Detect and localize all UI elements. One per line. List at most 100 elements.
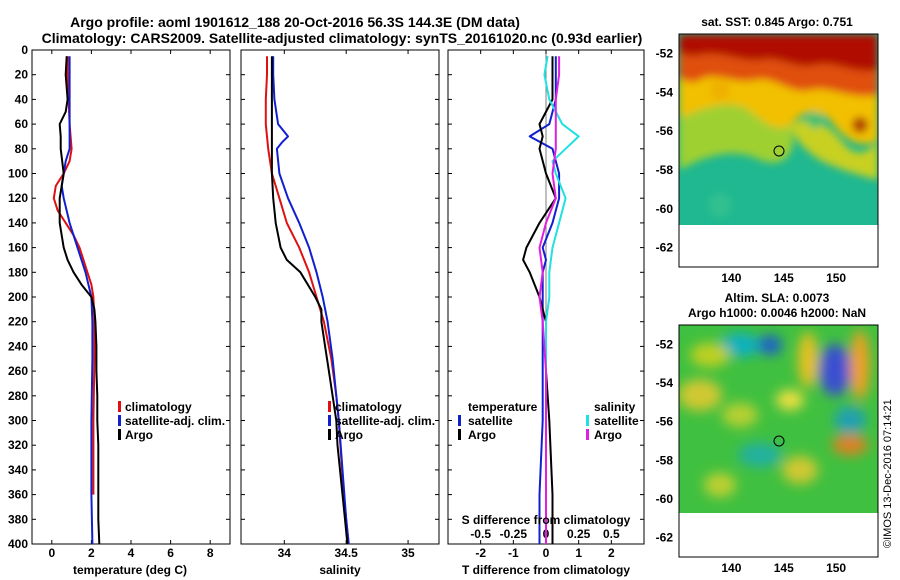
- map-y-tick-label: -62: [656, 241, 674, 255]
- map-y-tick-label: -54: [656, 85, 674, 99]
- map-x-tick-label: 150: [826, 271, 846, 285]
- x-tick-label: -2: [475, 546, 486, 560]
- y-tick-label: 100: [8, 167, 28, 181]
- legend-s-argo-swatch: [586, 429, 589, 440]
- x-tick-label: 8: [207, 546, 214, 560]
- series-line-argo: [58, 56, 101, 545]
- legend-satellite-label: satellite-adj. clim.: [335, 414, 435, 428]
- salinity-axis-label: salinity: [319, 563, 361, 577]
- map-y-tick-label: -62: [656, 531, 674, 545]
- legend-argo-label: Argo: [125, 428, 153, 442]
- y-tick-label: 260: [8, 364, 28, 378]
- series-line-argo: [270, 56, 349, 545]
- legend-salinity-title: salinity: [594, 400, 636, 414]
- title-line-1: Argo profile: aoml 1901612_188 20-Oct-20…: [70, 14, 520, 30]
- map-x-tick-label: 145: [774, 561, 794, 575]
- series-line-satellite-adj-clim-: [272, 56, 350, 545]
- series-line-salinity-argo: [538, 56, 561, 544]
- y-tick-label: 160: [8, 241, 28, 255]
- x-top-tick-label: -0.25: [500, 527, 528, 541]
- y-tick-label: 220: [8, 315, 28, 329]
- map-x-tick-label: 140: [721, 561, 741, 575]
- y-tick-label: 200: [8, 290, 28, 304]
- x-tick-label: 34.5: [335, 546, 359, 560]
- x-tick-label: 2: [608, 546, 615, 560]
- x-tick-label: 35: [401, 546, 415, 560]
- map-y-tick-label: -60: [656, 202, 674, 216]
- legend-argo-label: Argo: [335, 428, 363, 442]
- series-line-temperature-satellite: [528, 56, 561, 544]
- x-tick-label: 0: [48, 546, 55, 560]
- x-tick-label: 4: [128, 546, 135, 560]
- legend-s-satellite-label: satellite: [594, 414, 639, 428]
- sst-map-title: sat. SST: 0.845 Argo: 0.751: [701, 15, 853, 29]
- series-line-satellite-adj-clim-: [60, 56, 94, 545]
- legend-climatology-label: climatology: [335, 400, 402, 414]
- y-tick-label: 80: [15, 142, 29, 156]
- map-x-tick-label: 150: [826, 561, 846, 575]
- legend-satellite-label: satellite-adj. clim.: [125, 414, 225, 428]
- map-y-tick-label: -58: [656, 163, 674, 177]
- title-line-2: Climatology: CARS2009. Satellite-adjuste…: [42, 30, 643, 46]
- s-difference-axis-label: S difference from climatology: [462, 513, 631, 527]
- y-tick-label: 360: [8, 488, 28, 502]
- sst-map-frame: [678, 33, 879, 268]
- legend-t-satellite-swatch: [458, 415, 461, 426]
- x-tick-label: 34: [278, 546, 292, 560]
- x-tick-label: 0: [543, 546, 550, 560]
- x-tick-label: -1: [508, 546, 519, 560]
- map-y-tick-label: -58: [656, 453, 674, 467]
- y-tick-label: 140: [8, 216, 28, 230]
- legend-climatology-label: climatology: [125, 400, 192, 414]
- argo-location-marker: [773, 435, 785, 447]
- y-tick-label: 280: [8, 389, 28, 403]
- legend-s-argo-label: Argo: [594, 428, 622, 442]
- y-tick-label: 380: [8, 512, 28, 526]
- legend-argo-swatch: [118, 429, 121, 440]
- y-tick-label: 120: [8, 191, 28, 205]
- map-x-tick-label: 140: [721, 271, 741, 285]
- y-tick-label: 180: [8, 265, 28, 279]
- y-tick-label: 20: [15, 68, 29, 82]
- legend-satellite-swatch: [118, 415, 121, 426]
- y-tick-label: 300: [8, 414, 28, 428]
- series-line-temperature-argo: [522, 56, 557, 544]
- y-tick-label: 0: [21, 43, 28, 57]
- temperature-plot-frame: [31, 49, 231, 545]
- x-top-tick-label: -0.5: [470, 527, 491, 541]
- temperature-legend: climatology satellite-adj. clim. Argo: [118, 400, 225, 442]
- y-tick-label: 40: [15, 92, 29, 106]
- series-line-salinity-satellite: [543, 56, 580, 544]
- imos-timestamp: ©IMOS 13-Dec-2016 07:14:21: [882, 399, 894, 548]
- t-difference-axis-label: T difference from climatology: [462, 563, 630, 577]
- map-y-tick-label: -56: [656, 415, 674, 429]
- sla-map-frame: [678, 324, 879, 558]
- map-y-tick-label: -60: [656, 492, 674, 506]
- salinity-legend: climatology satellite-adj. clim. Argo: [328, 400, 435, 442]
- x-tick-label: 6: [167, 546, 174, 560]
- y-tick-label: 400: [8, 537, 28, 551]
- map-y-tick-label: -52: [656, 337, 674, 351]
- legend-satellite-swatch: [328, 415, 331, 426]
- y-tick-label: 60: [15, 117, 29, 131]
- sla-map: [678, 324, 879, 558]
- legend-argo-swatch: [328, 429, 331, 440]
- map-y-tick-label: -56: [656, 124, 674, 138]
- legend-climatology-swatch: [328, 401, 331, 412]
- map-y-tick-label: -52: [656, 46, 674, 60]
- y-tick-label: 340: [8, 463, 28, 477]
- legend-t-argo-label: Argo: [468, 428, 496, 442]
- legend-s-satellite-swatch: [586, 415, 589, 426]
- map-y-tick-label: -54: [656, 376, 674, 390]
- argo-location-marker: [773, 145, 785, 157]
- map-x-tick-label: 145: [774, 271, 794, 285]
- y-tick-label: 320: [8, 438, 28, 452]
- legend-temperature-title: temperature: [468, 400, 538, 414]
- x-tick-label: 1: [575, 546, 582, 560]
- x-top-tick-label: 0.25: [567, 527, 591, 541]
- series-line-climatology: [264, 56, 350, 545]
- difference-legend: temperature satellite Argo salinity sate…: [458, 400, 639, 442]
- x-top-tick-label: 0.5: [603, 527, 620, 541]
- temperature-axis-label: temperature (deg C): [73, 563, 187, 577]
